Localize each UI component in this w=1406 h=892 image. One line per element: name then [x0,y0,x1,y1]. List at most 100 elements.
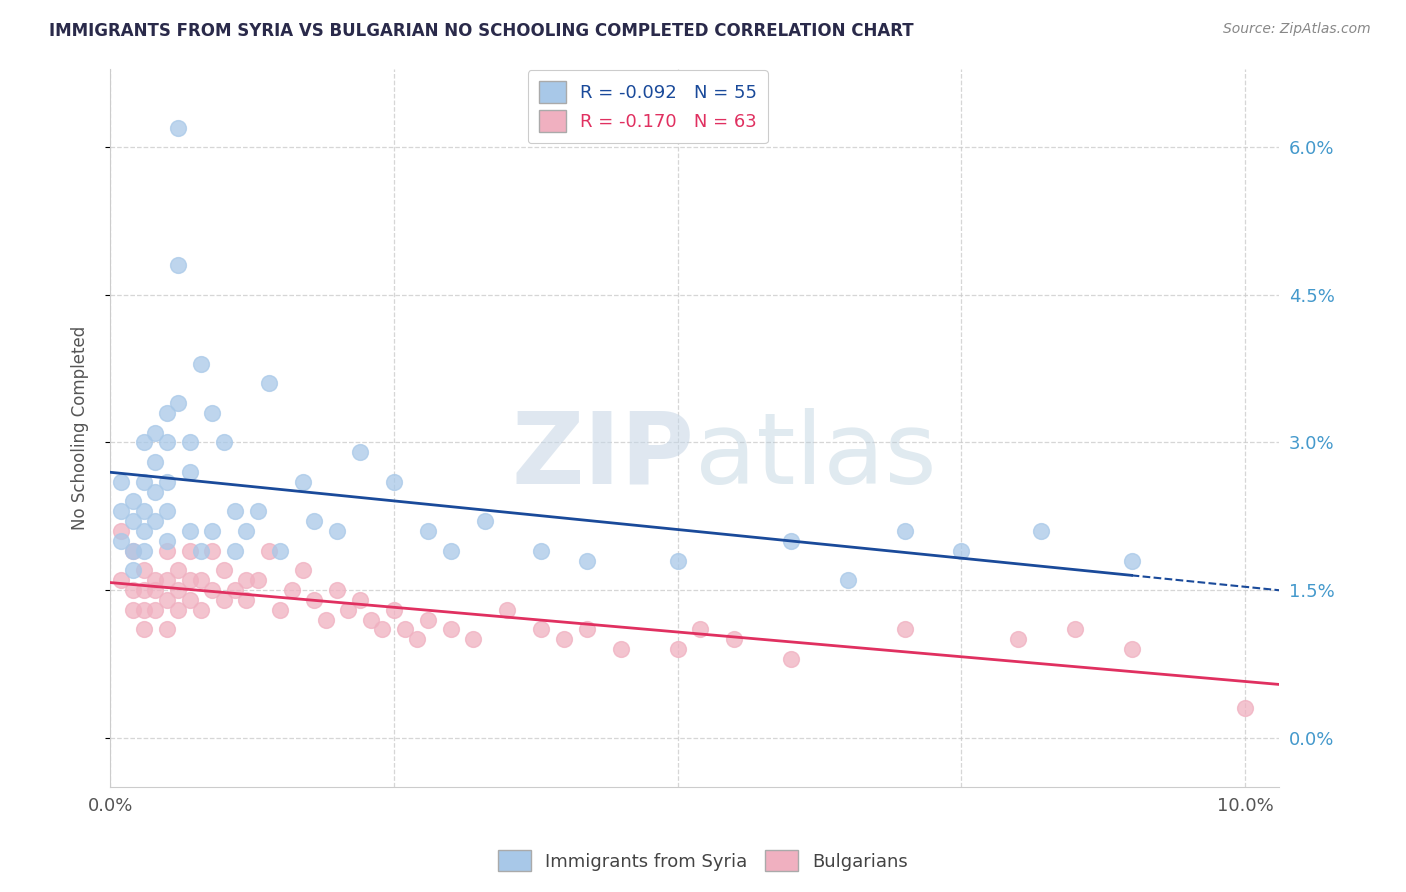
Legend: Immigrants from Syria, Bulgarians: Immigrants from Syria, Bulgarians [491,843,915,879]
Point [121,603,143,617]
Point [292,475,315,489]
Point [110,573,132,587]
Point [156,593,179,607]
Point [553,632,575,647]
Point [212,563,235,577]
Point [304,514,326,528]
Point [315,613,337,627]
Point [224,582,246,597]
Point [167,582,190,597]
Point [110,533,132,548]
Point [156,573,179,587]
Point [179,593,201,607]
Point [269,543,291,558]
Point [190,357,212,371]
Point [179,573,201,587]
Point [201,582,224,597]
Point [1063,623,1085,637]
Point [179,435,201,450]
Point [110,504,132,518]
Point [893,524,915,538]
Point [610,642,633,657]
Point [145,425,167,440]
Point [134,543,156,558]
Point [1121,553,1143,567]
Point [134,623,156,637]
Point [145,603,167,617]
Point [689,623,711,637]
Point [326,582,349,597]
Point [190,573,212,587]
Point [474,514,496,528]
Point [134,504,156,518]
Point [235,573,257,587]
Point [145,514,167,528]
Point [156,543,179,558]
Point [145,484,167,499]
Point [156,406,179,420]
Point [280,582,302,597]
Point [121,543,143,558]
Point [382,475,405,489]
Point [496,603,519,617]
Text: Source: ZipAtlas.com: Source: ZipAtlas.com [1223,22,1371,37]
Point [666,553,689,567]
Point [723,632,745,647]
Point [134,603,156,617]
Point [156,533,179,548]
Point [1234,701,1257,715]
Point [145,582,167,597]
Point [201,524,224,538]
Point [530,543,553,558]
Point [212,435,235,450]
Point [145,573,167,587]
Point [1121,642,1143,657]
Legend: R = -0.092   N = 55, R = -0.170   N = 63: R = -0.092 N = 55, R = -0.170 N = 63 [527,70,768,144]
Point [134,563,156,577]
Point [167,603,190,617]
Point [893,623,915,637]
Point [156,623,179,637]
Point [416,613,439,627]
Point [121,563,143,577]
Point [246,504,269,518]
Point [167,563,190,577]
Point [463,632,485,647]
Point [167,120,190,135]
Point [246,573,269,587]
Point [780,533,803,548]
Point [156,435,179,450]
Point [371,623,394,637]
Point [145,455,167,469]
Text: atlas: atlas [695,408,936,505]
Point [382,603,405,617]
Point [780,652,803,666]
Point [337,603,360,617]
Point [394,623,416,637]
Point [134,475,156,489]
Point [416,524,439,538]
Point [439,623,461,637]
Point [134,435,156,450]
Point [190,603,212,617]
Point [1029,524,1052,538]
Point [121,494,143,508]
Point [179,465,201,479]
Point [121,543,143,558]
Point [269,603,291,617]
Point [110,475,132,489]
Point [190,543,212,558]
Point [134,582,156,597]
Point [121,582,143,597]
Point [167,258,190,272]
Point [349,445,371,459]
Point [179,524,201,538]
Point [439,543,461,558]
Point [235,593,257,607]
Point [179,543,201,558]
Point [575,553,598,567]
Point [360,613,382,627]
Point [666,642,689,657]
Point [257,543,280,558]
Point [575,623,598,637]
